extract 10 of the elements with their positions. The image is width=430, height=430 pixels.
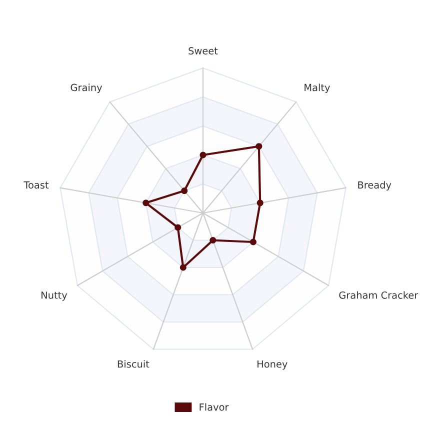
- spoke-label: Toast: [24, 181, 49, 189]
- spoke-label: Biscuit: [118, 360, 150, 368]
- spoke-label: Sweet: [188, 47, 218, 55]
- spoke-label: Nutty: [42, 292, 68, 301]
- spoke-label: Graham Cracker: [339, 291, 418, 299]
- spoke-label: Grainy: [70, 84, 102, 94]
- spoke-label: Malty: [304, 84, 330, 94]
- legend-label: Flavor: [200, 403, 229, 411]
- spoke-label: Honey: [258, 360, 288, 370]
- spoke-label: Bready: [358, 181, 392, 191]
